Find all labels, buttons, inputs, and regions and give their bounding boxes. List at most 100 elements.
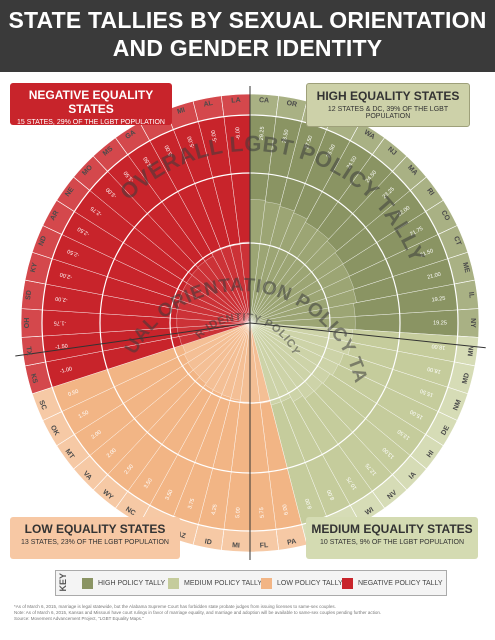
callout-negative: NEGATIVE EQUALITY STATES 15 STATES, 29% … [10, 83, 172, 126]
state-label-mi: MI [176, 107, 186, 116]
footnotes: *As of March 6, 2015, marriage is legal … [14, 604, 484, 622]
state-label-nm: NM [452, 399, 463, 412]
state-label-ny: NY [469, 318, 476, 328]
value-label-sd: -2.00 [55, 295, 68, 303]
state-label-ca: CA [259, 97, 270, 105]
quadrant-divider-3 [15, 322, 251, 357]
state-label-or: OR [286, 100, 298, 109]
value-label-ks: -1.00 [59, 366, 73, 375]
state-label-oh: OH [24, 318, 31, 329]
value-label-md: 18.00 [427, 365, 442, 374]
value-label-co: 21.75 [409, 226, 424, 238]
value-label-va: 2.00 [106, 448, 118, 460]
state-label-ky: KY [30, 262, 39, 273]
callout-high-sub: 12 STATES & DC, 39% OF THE LGBT POPULATI… [327, 106, 449, 120]
callout-negative-title: NEGATIVE EQUALITY STATES [28, 88, 154, 116]
key-swatch-low [261, 577, 272, 589]
state-label-al: AL [203, 100, 214, 109]
value-label-al: -5.00 [211, 130, 219, 143]
state-label-ne: NE [64, 186, 76, 198]
state-label-la: LA [231, 97, 241, 105]
key-label-low: LOW POLICY TALLY [277, 579, 343, 587]
value-label-ky: -2.00 [59, 271, 73, 280]
state-label-il: IL [467, 292, 475, 300]
value-label-az: 3.75 [187, 498, 196, 510]
value-label-nm: 15.50 [419, 387, 434, 398]
value-label-tx: -1.50 [55, 344, 68, 352]
value-label-nc: 3.50 [143, 478, 154, 490]
key-item-low: LOW POLICY TALLY [261, 577, 343, 589]
footnote-1: *As of March 6, 2015, marriage is legal … [14, 604, 336, 609]
value-label-mt: 2.00 [90, 429, 102, 440]
state-label-tx: TX [24, 346, 32, 356]
value-label-pa: 6.00 [282, 504, 290, 516]
title-line-1: STATE TALLIES BY SEXUAL ORIENTATION [8, 7, 487, 33]
state-label-ri: RI [425, 187, 435, 197]
value-label-ga: -3.50 [143, 155, 155, 169]
callout-high-title: HIGH EQUALITY STATES [316, 89, 460, 103]
value-label-ar: -2.50 [77, 225, 91, 236]
callout-low: LOW EQUALITY STATES 13 STATES, 23% OF TH… [10, 517, 180, 559]
state-label-nc: NC [124, 506, 136, 517]
state-label-mi: MI [232, 542, 240, 549]
key-swatch-negative [342, 577, 353, 589]
callout-medium: MEDIUM EQUALITY STATES 10 STATES, 9% OF … [306, 517, 478, 559]
value-label-sc: 0.50 [67, 389, 79, 399]
callout-medium-title: MEDIUM EQUALITY STATES [311, 522, 473, 536]
callout-low-title: LOW EQUALITY STATES [24, 522, 166, 536]
quadrant-divider-1 [249, 322, 486, 349]
state-label-ia: IA [408, 471, 418, 481]
callout-medium-sub: 10 STATES, 9% OF THE LGBT POPULATION [319, 539, 465, 546]
state-label-va: VA [81, 470, 92, 482]
legend-key: KEY HIGH POLICY TALLY MEDIUM POLICY TALL… [55, 570, 447, 596]
key-item-negative: NEGATIVE POLICY TALLY [342, 577, 443, 589]
state-label-fl: FL [260, 542, 270, 550]
value-label-nd: -2.50 [67, 248, 81, 258]
state-label-ok: OK [49, 424, 60, 437]
value-label-id: 4.25 [211, 504, 219, 516]
key-item-medium: MEDIUM POLICY TALLY [168, 577, 262, 589]
value-label-mi: -5.00 [187, 135, 197, 149]
state-label-de: DE [440, 424, 451, 436]
state-label-co: CO [440, 209, 451, 222]
footnote-3: Source: Movement Advancement Project, "L… [14, 616, 144, 621]
value-label-oh: -1.75 [54, 320, 67, 326]
value-label-fl: 5.75 [259, 507, 266, 518]
value-label-ut: 8.00 [326, 489, 336, 501]
value-label-or: 28.50 [282, 129, 290, 144]
value-label-ca: 29.25 [259, 126, 266, 140]
state-label-md: MD [462, 372, 471, 384]
value-label-mn: 18.00 [431, 343, 445, 351]
value-label-vt: 26.50 [326, 144, 337, 159]
state-label-mn: MN [467, 345, 475, 357]
key-label-negative: NEGATIVE POLICY TALLY [358, 579, 443, 587]
state-label-wi: WI [364, 506, 375, 517]
key-swatch-high [82, 577, 93, 589]
key-label-high: HIGH POLICY TALLY [98, 579, 166, 587]
value-label-mi: 5.00 [235, 507, 242, 518]
title-banner: STATE TALLIES BY SEXUAL ORIENTATION AND … [0, 0, 495, 72]
footnote-2: Note: As of March 6, 2015, Kansas and Mi… [14, 610, 382, 615]
value-label-wy: 2.50 [124, 464, 135, 476]
value-label-ct: 21.50 [419, 248, 434, 259]
state-label-wa: WA [363, 129, 376, 141]
key-item-high: HIGH POLICY TALLY [82, 577, 165, 589]
key-label-medium: MEDIUM POLICY TALLY [184, 579, 263, 587]
state-label-nv: NV [386, 489, 398, 501]
value-label-il: 19.25 [431, 296, 445, 304]
callout-low-sub: 13 STATES, 23% OF THE LGBT POPULATION [21, 539, 169, 546]
state-label-az: AZ [175, 531, 187, 541]
state-label-sd: SD [25, 290, 33, 301]
value-label-ny: 19.25 [433, 320, 447, 326]
value-label-tn: -5.00 [164, 144, 175, 158]
state-label-sc: SC [37, 399, 47, 411]
state-label-hi: HI [426, 449, 436, 459]
key-swatch-medium [168, 577, 179, 589]
value-label-de: 15.00 [409, 408, 424, 420]
key-label: KEY [58, 573, 68, 592]
state-label-pa: PA [287, 538, 297, 547]
state-label-ct: CT [452, 235, 462, 247]
value-label-ak: 3.50 [165, 489, 175, 501]
value-label-ok: 1.50 [78, 410, 90, 420]
